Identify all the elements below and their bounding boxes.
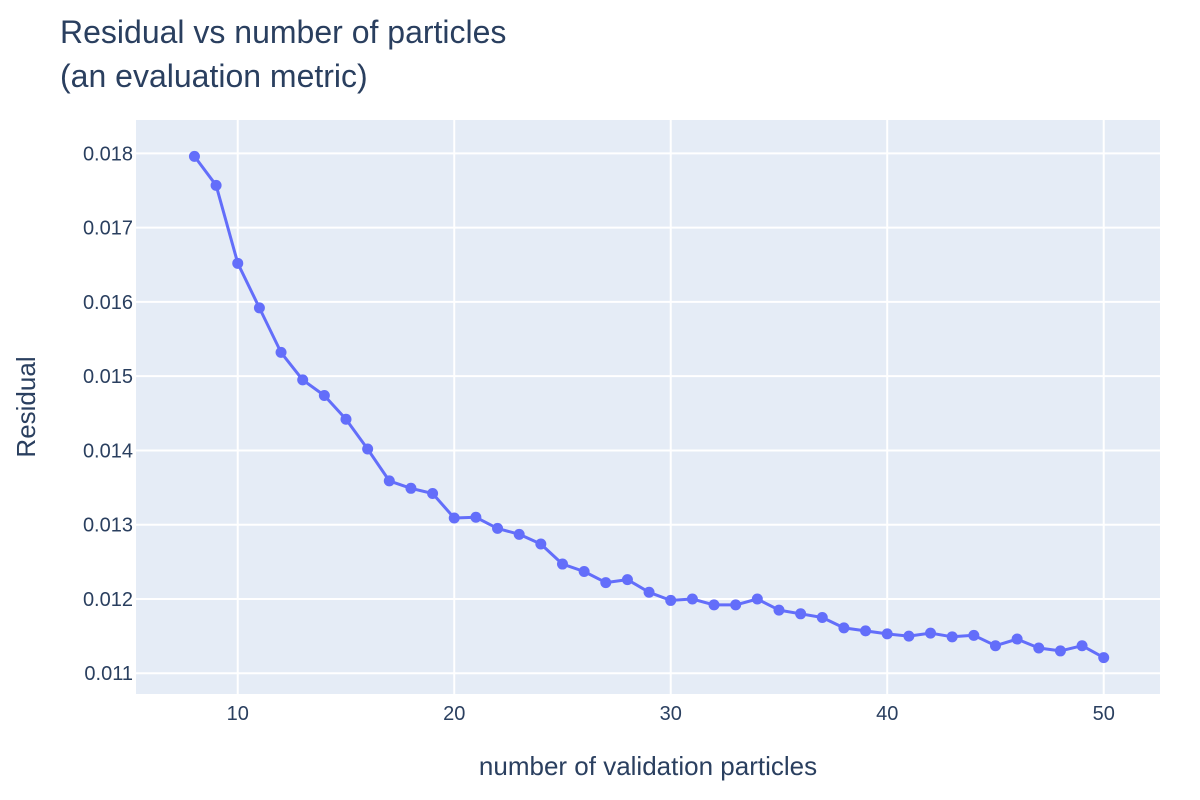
data-point — [773, 604, 785, 616]
y-tick-labels: 0.011 0.012 0.013 0.014 0.015 0.016 0.017 0.018 — [83, 143, 133, 685]
data-point — [968, 629, 980, 641]
data-point — [816, 612, 828, 624]
data-point — [881, 628, 893, 640]
data-point — [643, 586, 655, 598]
data-point — [860, 625, 872, 637]
y-axis-title: Residual — [11, 356, 41, 457]
x-axis-title: number of validation particles — [479, 751, 817, 781]
data-point — [535, 538, 547, 550]
data-point — [578, 565, 590, 577]
data-point — [989, 640, 1001, 652]
data-point — [1098, 652, 1110, 664]
data-point — [297, 374, 309, 386]
data-point — [838, 622, 850, 634]
data-point — [362, 443, 374, 455]
chart-title: Residual vs number of particles (an eval… — [60, 10, 506, 98]
data-point — [470, 511, 482, 523]
data-point — [340, 413, 352, 425]
data-point — [925, 627, 937, 639]
y-tick-label: 0.016 — [83, 292, 133, 314]
x-tick-label: 20 — [443, 703, 465, 725]
data-point — [946, 631, 958, 643]
data-point — [253, 302, 265, 314]
y-tick-label: 0.017 — [83, 218, 133, 240]
data-point — [1011, 633, 1023, 645]
y-tick-label: 0.018 — [83, 143, 133, 165]
data-point — [751, 593, 763, 605]
data-point — [686, 593, 698, 605]
y-tick-label: 0.013 — [83, 515, 133, 537]
x-tick-label: 30 — [660, 703, 682, 725]
data-point — [405, 482, 417, 494]
data-point — [903, 630, 915, 642]
data-point — [210, 179, 222, 191]
data-point — [665, 594, 677, 606]
data-point — [318, 389, 330, 401]
data-point — [600, 577, 612, 589]
data-point — [1054, 645, 1066, 657]
data-point — [492, 522, 504, 534]
x-tick-label: 10 — [227, 703, 249, 725]
data-point — [275, 346, 287, 358]
y-tick-label: 0.012 — [83, 589, 133, 611]
y-tick-label: 0.011 — [84, 663, 133, 685]
y-gridlines — [136, 152, 1160, 675]
y-tick-label: 0.014 — [83, 440, 133, 462]
data-point — [795, 608, 807, 620]
data-point — [383, 475, 395, 487]
data-point — [513, 528, 525, 540]
x-tick-label: 50 — [1093, 703, 1115, 725]
series-group — [188, 150, 1110, 664]
data-point — [730, 599, 742, 611]
data-point — [1033, 642, 1045, 654]
data-point — [621, 574, 633, 586]
x-tick-labels: 10 20 30 40 50 — [227, 703, 1115, 725]
chart-title-line-2: (an evaluation metric) — [60, 58, 368, 94]
y-tick-label: 0.015 — [83, 366, 133, 388]
plot-area — [136, 120, 1160, 694]
data-point — [708, 599, 720, 611]
data-point — [188, 150, 200, 162]
data-point — [1076, 640, 1088, 652]
chart-title-line-1: Residual vs number of particles — [60, 14, 507, 50]
data-point — [232, 257, 244, 269]
data-point — [427, 488, 439, 500]
data-point — [556, 558, 568, 570]
x-tick-label: 40 — [876, 703, 898, 725]
data-point — [448, 512, 460, 524]
